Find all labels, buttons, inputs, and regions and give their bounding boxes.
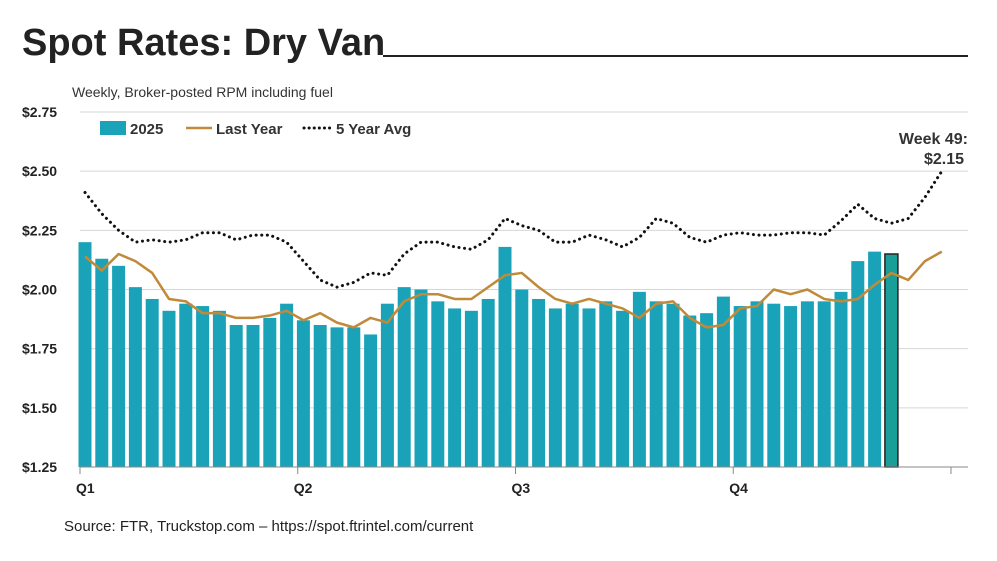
bar-week-21 (414, 289, 428, 467)
bar-week-10 (229, 325, 243, 467)
bar-week-19 (380, 303, 394, 467)
legend-label-2025: 2025 (130, 121, 163, 138)
bar-week-28 (532, 298, 546, 467)
annotation-week: Week 49: (899, 131, 968, 148)
bar-week-38 (700, 313, 714, 467)
bar-week-4 (128, 287, 142, 467)
bar-week-34 (632, 291, 646, 467)
y-tick-label: $2.50 (22, 163, 57, 179)
bar-week-8 (196, 306, 210, 467)
bar-week-46 (834, 291, 848, 467)
legend-swatch-2025 (100, 121, 126, 135)
bar-week-42 (767, 303, 781, 467)
bar-week-9 (212, 310, 226, 467)
bar-week-13 (280, 303, 294, 467)
five-year-avg-line (83, 169, 944, 289)
y-tick-label: $2.25 (22, 222, 57, 238)
x-tick-label: Q2 (294, 480, 313, 496)
bar-week-17 (347, 327, 361, 467)
bar-week-12 (263, 317, 277, 467)
bar-week-3 (112, 265, 126, 467)
bar-week-47 (851, 261, 865, 467)
last-year-line (84, 250, 943, 329)
y-tick-label: $1.75 (22, 341, 57, 357)
bar-week-26 (498, 246, 512, 467)
legend-label-five-year: 5 Year Avg (336, 121, 411, 138)
bar-week-25 (481, 298, 495, 467)
bar-week-22 (431, 301, 445, 467)
bar-week-6 (162, 310, 176, 467)
legend-label-last-year: Last Year (216, 121, 283, 138)
bar-week-23 (448, 308, 462, 467)
y-tick-label: $1.25 (22, 459, 57, 475)
x-tick-label: Q3 (511, 480, 530, 496)
bar-week-16 (330, 327, 344, 467)
bar-week-37 (683, 315, 697, 467)
bar-week-32 (599, 301, 613, 467)
bar-week-7 (179, 303, 193, 467)
x-tick-label: Q4 (729, 480, 748, 496)
bar-week-2 (95, 258, 109, 467)
title-underline (383, 55, 968, 57)
bar-week-33 (616, 310, 630, 467)
bar-week-45 (817, 301, 831, 467)
bar-week-11 (246, 325, 260, 467)
chart-subtitle: Weekly, Broker-posted RPM including fuel (72, 84, 333, 100)
bar-week-39 (716, 296, 730, 467)
bar-week-5 (145, 298, 159, 467)
bar-week-41 (750, 301, 764, 467)
bar-week-18 (364, 334, 378, 467)
source-note: Source: FTR, Truckstop.com – https://spo… (64, 518, 474, 535)
bar-week-49 (884, 253, 899, 468)
y-tick-label: $2.00 (22, 282, 57, 298)
bar-week-40 (733, 306, 747, 467)
chart-title: Spot Rates: Dry Van (22, 22, 386, 64)
bar-week-20 (397, 287, 411, 467)
x-tick-label: Q1 (76, 480, 95, 496)
bar-week-24 (464, 310, 478, 467)
bar-week-44 (800, 301, 814, 467)
bar-week-31 (582, 308, 596, 467)
bar-week-15 (313, 325, 327, 467)
bar-week-14 (296, 320, 310, 467)
bar-week-27 (515, 289, 529, 467)
annotation-value: $2.15 (924, 151, 964, 168)
bar-week-36 (666, 303, 680, 467)
y-tick-label: $2.75 (22, 104, 57, 120)
y-tick-label: $1.50 (22, 400, 57, 416)
bar-week-1 (78, 242, 92, 467)
bar-week-29 (548, 308, 562, 467)
bar-week-43 (784, 306, 798, 467)
bar-week-30 (565, 303, 579, 467)
bar-week-48 (868, 251, 882, 467)
bar-week-35 (649, 301, 663, 467)
